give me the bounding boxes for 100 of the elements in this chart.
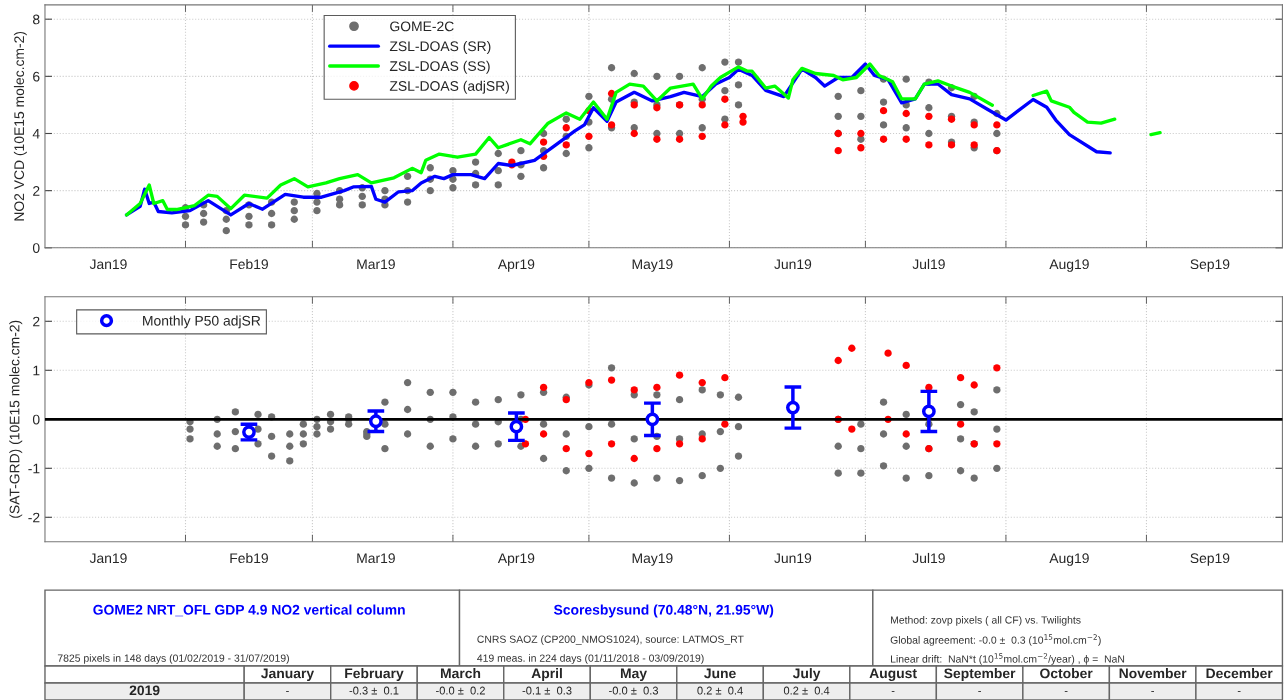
text: -0.0 ± 0.2 — [436, 686, 485, 695]
point — [585, 449, 593, 458]
text: - — [1064, 691, 1068, 692]
text: Scoresbysund (70.48°N, 21.95°W) — [553, 604, 774, 618]
point — [879, 135, 888, 143]
x-tick-label: Feb19 — [230, 552, 268, 564]
y-tick-label: -1 — [28, 463, 40, 474]
text: 0.2 ± 0.4 — [697, 686, 743, 695]
x-tick-label: Sep19 — [1190, 259, 1230, 272]
point — [721, 121, 729, 129]
category-label: August — [869, 668, 917, 681]
category-label: May — [620, 668, 647, 681]
y-tick-label: 8 — [32, 14, 40, 25]
category-label: December — [1206, 668, 1273, 679]
point — [653, 445, 661, 453]
point — [848, 425, 856, 433]
point — [607, 376, 616, 384]
point — [993, 121, 1001, 129]
legend-label: GOME-2C — [390, 21, 454, 32]
y-tick-label: 2 — [33, 316, 40, 327]
y-tick-label: 1 — [33, 365, 40, 376]
y-tick-label: 0 — [32, 243, 40, 253]
category-label: June — [704, 668, 736, 679]
point — [675, 135, 684, 143]
point — [925, 141, 933, 149]
point — [521, 440, 530, 448]
point — [970, 381, 978, 389]
point — [509, 419, 524, 434]
point — [921, 404, 936, 419]
text: - — [978, 691, 981, 692]
point — [902, 109, 910, 118]
text: -0.1 ± 0.3 — [522, 686, 572, 695]
point — [902, 361, 910, 370]
category-label: September — [944, 668, 1016, 681]
point — [675, 371, 684, 379]
x-tick-label: Jun19 — [774, 553, 812, 564]
x-tick-label: May19 — [632, 553, 673, 566]
text: CNRS SAOZ (CP200_NMOS1024), source: LATMOS_RT — [477, 635, 744, 645]
point — [879, 106, 888, 115]
x-tick-label: Apr19 — [497, 259, 535, 272]
x-tick-label: Jan19 — [89, 553, 127, 564]
x-tick-label: Aug19 — [1049, 259, 1089, 272]
point — [653, 135, 661, 143]
x-tick-label: Jul19 — [912, 552, 945, 564]
category-label: 2019 — [129, 685, 160, 696]
y-tick-label: 0 — [32, 414, 40, 425]
y-tick-label: 4 — [32, 128, 40, 139]
point — [539, 383, 548, 392]
point — [902, 135, 910, 143]
category-label: February — [345, 668, 404, 681]
y-tick-label: 2 — [33, 185, 40, 196]
x-tick-label: Mar19 — [357, 553, 395, 564]
point — [786, 400, 800, 415]
category-label: January — [261, 668, 315, 681]
text: 7825 pixels in 148 days (01/02/2019 - 31/07/2019) — [57, 654, 289, 664]
x-tick-label: Mar19 — [357, 259, 395, 270]
point — [902, 430, 910, 438]
category-label: March — [440, 668, 481, 679]
point — [956, 373, 965, 382]
point — [675, 440, 684, 448]
text: GOME2 NRT_OFL GDP 4.9 NO2 vertical column — [93, 604, 405, 617]
point — [698, 101, 706, 109]
point — [539, 430, 548, 438]
point — [721, 420, 729, 428]
y-tick-label: 6 — [33, 71, 40, 82]
point — [630, 129, 638, 138]
x-tick-label: Feb19 — [230, 258, 268, 270]
text: Linear drift: NaN*t (10$^{15}$mol.cm$^{−2}$/year) , ϕ = NaN — [891, 653, 1125, 665]
category-label: October — [1040, 668, 1093, 679]
y-axis-title: (SAT-GRD) (10E15 molec.cm-2) — [9, 320, 23, 518]
point — [834, 146, 842, 155]
category-label: July — [792, 668, 821, 681]
text: 0.2 ± 0.4 — [783, 686, 830, 695]
point — [630, 386, 638, 394]
category-label: November — [1119, 668, 1187, 679]
text: Global agreement: -0.0 ± 0.3 (10$^{15}$mol.cm$^{−2}$) — [890, 634, 1101, 646]
text: - — [891, 691, 895, 692]
text: - — [286, 691, 289, 692]
text: Method: zovp pixels ( all CF) vs. Twilights — [891, 616, 1081, 626]
point — [698, 132, 706, 141]
point — [607, 440, 616, 448]
point — [721, 373, 729, 382]
legend-label: ZSL-DOAS (SS) — [389, 60, 490, 74]
point — [884, 349, 892, 357]
x-tick-label: Jul19 — [912, 258, 945, 270]
x-tick-label: Aug19 — [1049, 553, 1089, 566]
point — [721, 95, 729, 103]
point — [857, 129, 865, 138]
text: -0.3 ± 0.1 — [349, 686, 399, 695]
x-tick-label: Jun19 — [774, 259, 812, 270]
x-tick-label: Apr19 — [497, 553, 535, 566]
point — [630, 454, 638, 463]
text: - — [1151, 691, 1155, 692]
point — [993, 440, 1001, 448]
point — [562, 445, 570, 453]
point — [739, 112, 747, 121]
y-tick-label: -2 — [28, 512, 40, 523]
x-tick-label: Sep19 — [1190, 553, 1230, 566]
legend-label: ZSL-DOAS (SR) — [389, 40, 491, 54]
point — [645, 412, 660, 427]
